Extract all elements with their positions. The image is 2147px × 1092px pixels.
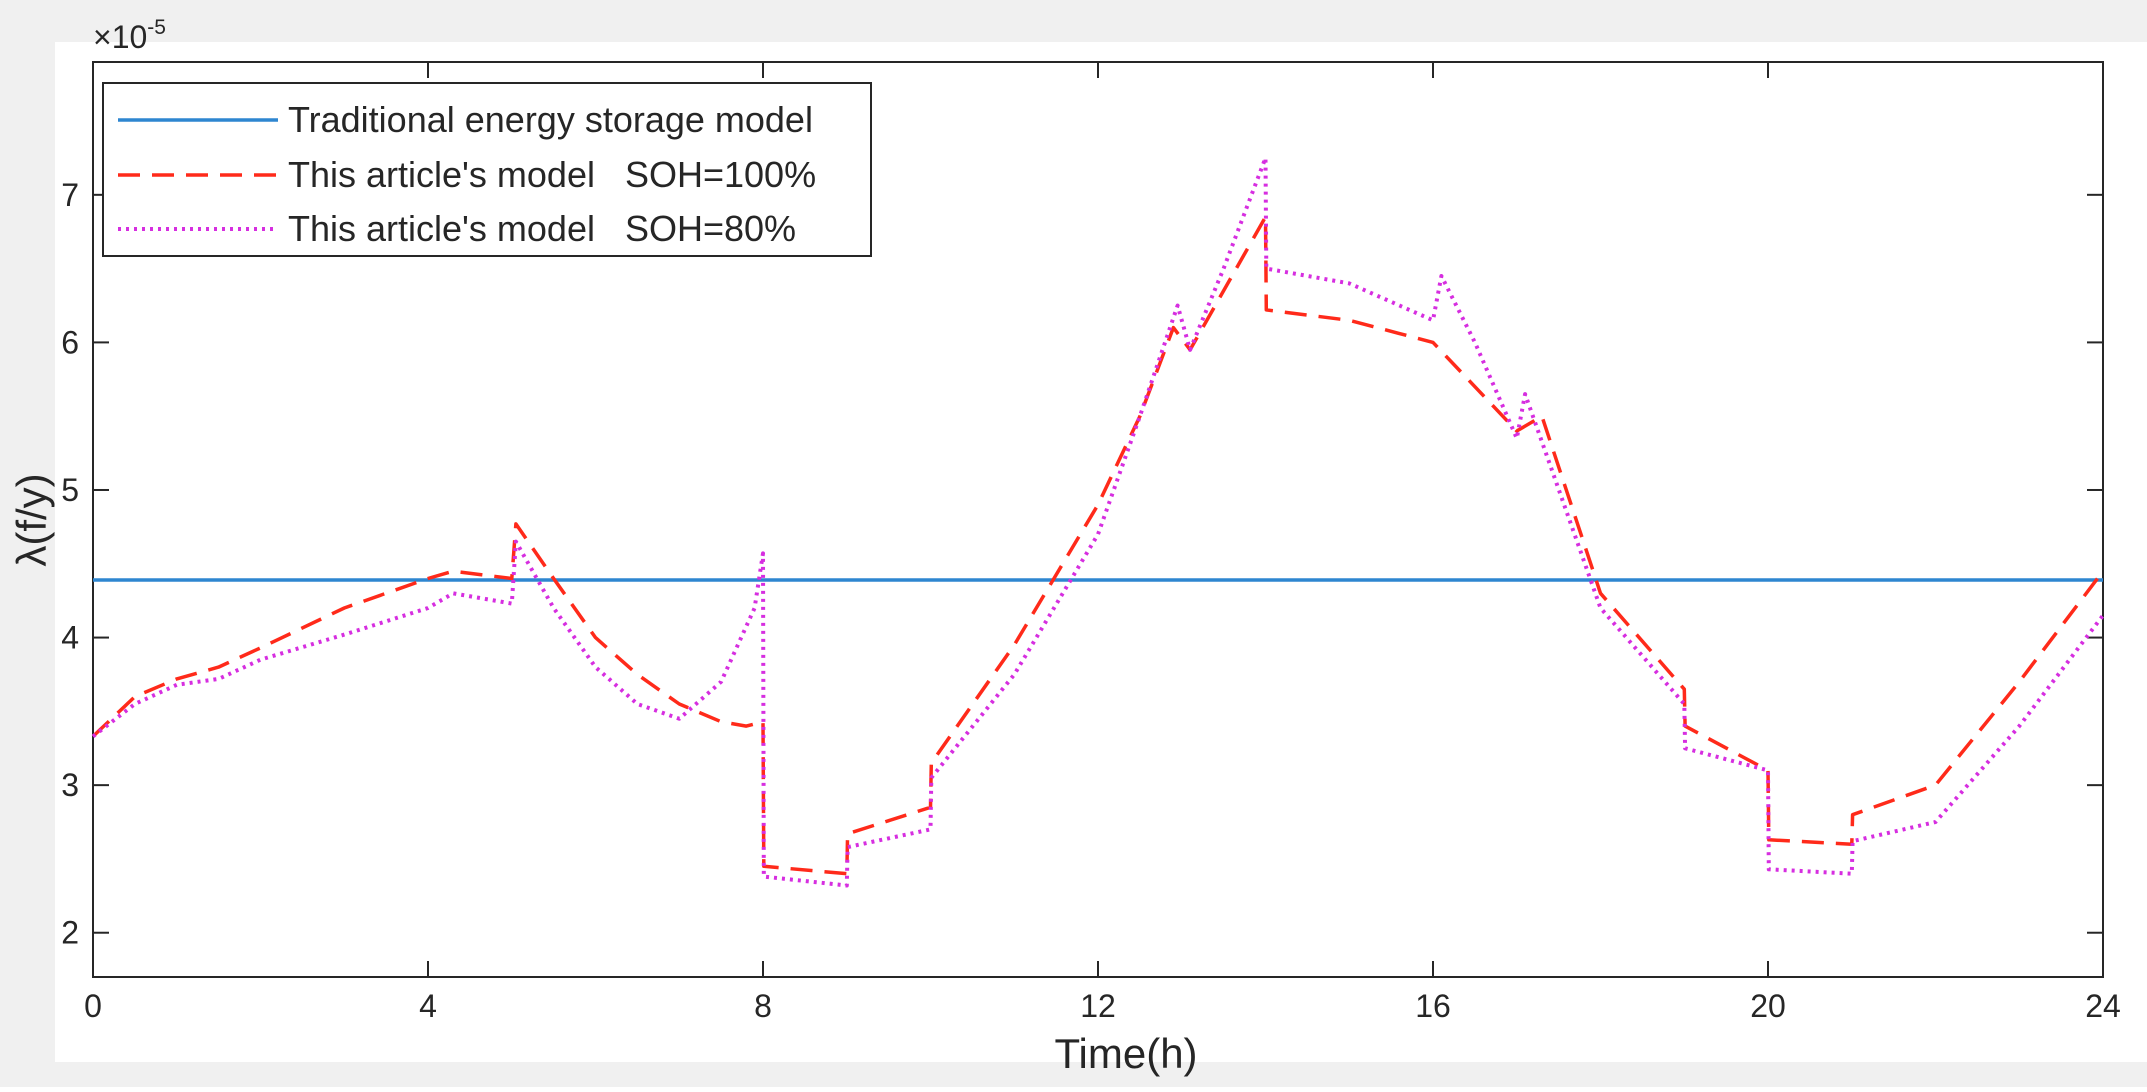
y-tick-label: 7 xyxy=(61,177,79,213)
y-exponent-label: ×10-5 xyxy=(93,16,166,55)
x-tick-label: 0 xyxy=(84,988,102,1024)
x-tick-label: 20 xyxy=(1750,988,1786,1024)
legend-label-soh80: This article's model SOH=80% xyxy=(288,208,796,249)
x-tick-label: 8 xyxy=(754,988,772,1024)
figure-frame-left xyxy=(0,0,55,1087)
figure-frame-bottom xyxy=(0,1062,2147,1087)
y-tick-label: 5 xyxy=(61,472,79,508)
figure-frame-top xyxy=(0,0,2147,42)
x-axis-label: Time(h) xyxy=(1054,1030,1197,1077)
y-tick-label: 6 xyxy=(61,324,79,360)
legend: Traditional energy storage model This ar… xyxy=(102,82,872,257)
x-tick-label: 4 xyxy=(419,988,437,1024)
y-tick-label: 2 xyxy=(61,915,79,951)
y-axis-label: λ(f/y) xyxy=(8,473,55,566)
y-axis: 2 3 4 5 6 7 xyxy=(61,177,2103,951)
series-layer xyxy=(91,155,2105,888)
legend-label-traditional: Traditional energy storage model xyxy=(288,99,813,140)
x-tick-label: 16 xyxy=(1415,988,1451,1024)
legend-label-soh100: This article's model SOH=100% xyxy=(288,154,816,195)
y-tick-label: 4 xyxy=(61,620,79,656)
x-tick-label: 24 xyxy=(2085,988,2121,1024)
y-tick-label: 3 xyxy=(61,767,79,803)
x-tick-label: 12 xyxy=(1080,988,1116,1024)
series-soh80-line xyxy=(91,155,2105,888)
series-soh100-line xyxy=(91,215,2105,876)
x-axis: 0 4 8 12 16 20 24 xyxy=(84,62,2121,1024)
